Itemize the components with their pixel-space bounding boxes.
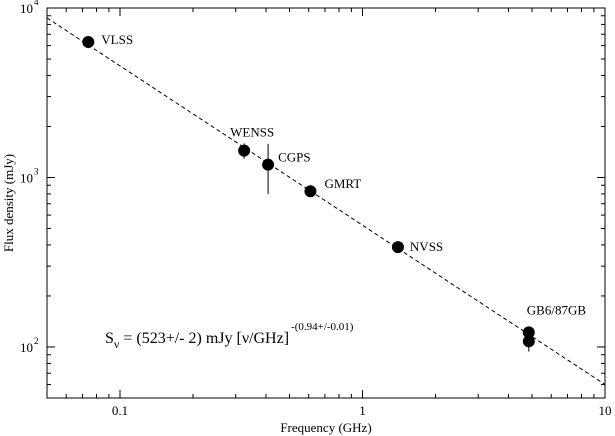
formula-middle: = (523+/- 2) mJy [ν/GHz] — [119, 330, 289, 347]
formula-nu: ν — [114, 337, 120, 351]
point-label: VLSS — [101, 32, 133, 47]
fit-formula: Sν = (523+/- 2) mJy [ν/GHz]-(0.94+/-0.01… — [105, 321, 354, 351]
plot-frame — [46, 7, 606, 399]
point-label: GMRT — [324, 176, 361, 191]
x-tick-label: 0.1 — [112, 403, 128, 418]
y-tick-label: 10 — [20, 170, 33, 185]
y-tick-label: 10 — [20, 1, 33, 16]
data-point — [82, 36, 95, 49]
fit-line — [46, 17, 606, 385]
point-label: CGPS — [278, 150, 311, 165]
data-points — [82, 36, 535, 352]
axis-ticks — [46, 7, 606, 399]
data-point — [304, 185, 317, 198]
point-label: NVSS — [410, 239, 443, 254]
data-point — [238, 144, 251, 157]
x-axis-label: Frequency (GHz) — [280, 420, 371, 435]
y-tick-label: 10 — [20, 340, 33, 355]
x-tick-label: 1 — [359, 403, 366, 418]
point-labels: VLSS WENSS CGPS GMRT NVSS GB6/87GB — [101, 32, 586, 317]
formula-exponent: -(0.94+/-0.01) — [291, 321, 354, 333]
y-tick-exponent: 2 — [34, 336, 39, 346]
y-tick-exponent: 4 — [34, 0, 39, 7]
y-axis-label: Flux density (mJy) — [1, 154, 16, 252]
formula-s: S — [105, 330, 114, 347]
point-label: GB6/87GB — [527, 302, 587, 317]
y-tick-exponent: 3 — [34, 166, 39, 176]
data-point — [391, 241, 404, 254]
data-point — [522, 335, 535, 348]
x-tick-label: 10 — [599, 403, 612, 418]
point-label: WENSS — [230, 125, 274, 140]
data-point — [262, 158, 275, 171]
